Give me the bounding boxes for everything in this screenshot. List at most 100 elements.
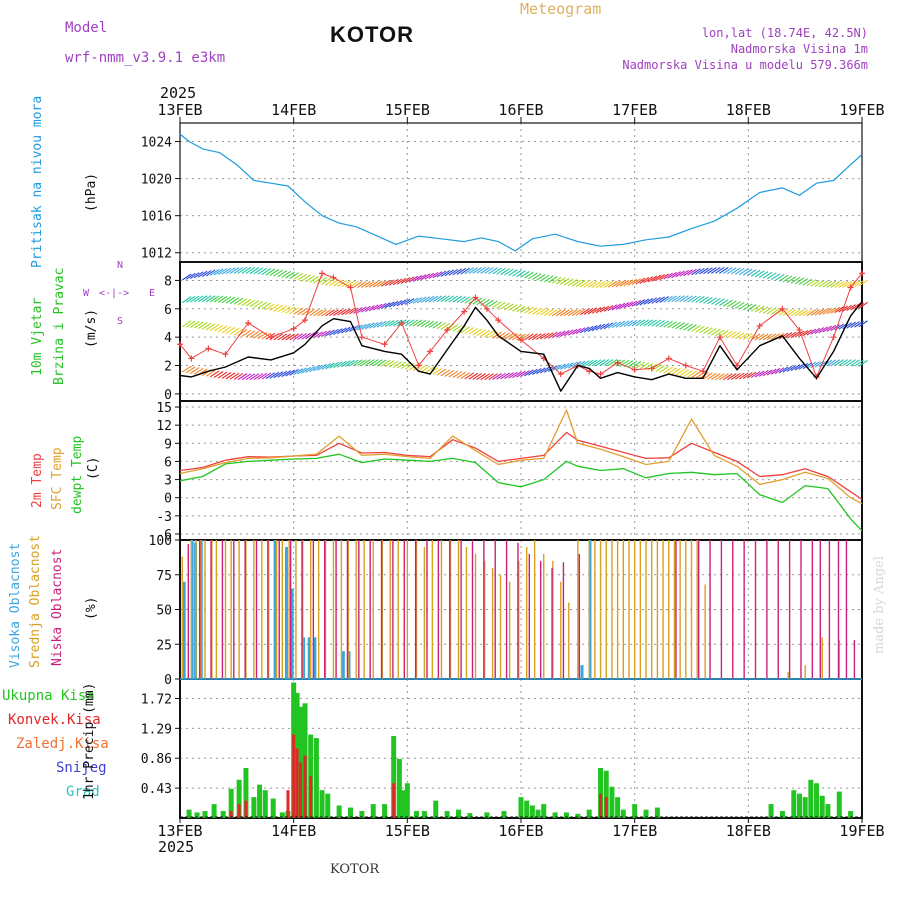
wind-barb xyxy=(599,305,610,313)
wind-barb xyxy=(392,361,403,369)
wind-barb xyxy=(213,295,224,303)
wind-barb xyxy=(273,304,284,312)
wind-barb xyxy=(357,281,367,288)
precip-bar xyxy=(370,804,376,818)
wind-barb xyxy=(380,279,391,287)
precip-bar xyxy=(603,770,609,818)
wind-barb xyxy=(571,279,582,287)
y-tick-label: 1.29 xyxy=(141,722,172,737)
wind-barb xyxy=(687,370,697,378)
wind-barb xyxy=(253,300,264,308)
precip-bar xyxy=(575,813,581,818)
wind-barb xyxy=(468,372,479,380)
wind-barb xyxy=(472,266,482,274)
wind-barb xyxy=(345,359,355,367)
y-tick-label: 9 xyxy=(164,437,172,452)
wind-barb xyxy=(357,323,367,331)
wind-barb xyxy=(273,333,284,341)
wind-barb xyxy=(384,301,395,309)
wind-barb xyxy=(782,275,793,283)
wind-barb xyxy=(551,331,562,339)
wind-barb xyxy=(436,368,447,376)
wind-barb xyxy=(313,331,323,339)
wind-barb xyxy=(679,369,689,377)
wind-barb xyxy=(225,296,236,304)
wind-barb xyxy=(603,304,614,312)
wind-barb xyxy=(388,319,399,327)
wind-barb xyxy=(766,368,777,376)
wind-barb xyxy=(376,320,387,328)
wind-barb xyxy=(249,300,260,308)
wind-barb xyxy=(273,371,284,379)
wind-barb xyxy=(245,299,256,307)
wind-barb xyxy=(671,368,681,375)
wind-barb xyxy=(830,306,841,314)
wind-barb xyxy=(711,266,721,274)
wind-barb xyxy=(555,277,566,285)
wind-barb xyxy=(734,332,745,340)
wind-barb xyxy=(786,309,797,317)
wind-barb xyxy=(579,360,590,368)
wind-barb xyxy=(663,366,673,374)
wind-barb xyxy=(460,267,471,275)
precip-bar xyxy=(796,793,802,818)
wind-barb xyxy=(261,372,272,380)
wind-barb xyxy=(567,309,578,317)
wind-barb xyxy=(607,321,618,329)
station-title: KOTOR xyxy=(330,22,415,47)
gust-marker xyxy=(302,317,309,324)
wind-speed-line xyxy=(179,301,863,392)
precip-bar xyxy=(529,805,535,818)
wind-barb xyxy=(635,277,646,285)
precip-bar xyxy=(848,811,854,818)
y-tick-label: 1.72 xyxy=(141,692,172,707)
wind-barb xyxy=(408,297,419,305)
wind-barb xyxy=(217,267,228,275)
wind-barb xyxy=(205,269,216,277)
wind-barb xyxy=(719,373,729,381)
wind-barb xyxy=(663,320,673,328)
wind-barb xyxy=(281,333,292,341)
wind-barb xyxy=(197,322,208,330)
wind-barb xyxy=(392,278,403,286)
wind-barb xyxy=(388,278,399,286)
wind-barb xyxy=(707,297,717,305)
wind-barb xyxy=(353,359,363,367)
wind-barb xyxy=(484,267,494,274)
y-tick-label: 2 xyxy=(164,360,172,375)
wind-barb xyxy=(846,280,856,288)
wind-barb xyxy=(583,359,594,367)
y-tick-label: 75 xyxy=(156,569,172,584)
wind-barb xyxy=(472,373,482,380)
wind-barb xyxy=(822,280,833,288)
wind-barb xyxy=(750,269,761,277)
wind-barb xyxy=(555,330,566,338)
wind-barb xyxy=(460,296,471,304)
gust-marker xyxy=(756,322,763,329)
wind-barb xyxy=(619,320,630,328)
date-label-top: 14FEB xyxy=(271,101,316,119)
wind-barb xyxy=(448,324,459,332)
wind-barb xyxy=(516,370,526,378)
wind-barb xyxy=(790,364,801,372)
wind-barb xyxy=(679,295,689,303)
wind-barb xyxy=(253,331,264,339)
wind-barb xyxy=(333,361,343,369)
wind-barb xyxy=(543,332,554,340)
wind-barb xyxy=(297,308,307,316)
wind-barb xyxy=(464,327,475,335)
wind-barb xyxy=(504,303,514,311)
wind-barb xyxy=(623,301,634,309)
wind-barb xyxy=(711,373,721,380)
precip-bar xyxy=(814,783,820,818)
panel-frame xyxy=(179,261,863,402)
wind-barb xyxy=(818,308,829,316)
wind-barb xyxy=(488,300,498,308)
wind-barb xyxy=(842,322,852,330)
wind-barb xyxy=(516,270,526,278)
wind-barb xyxy=(333,309,343,316)
wind-barb xyxy=(528,368,538,376)
wind-barb xyxy=(742,372,753,379)
precip-bar xyxy=(802,797,808,818)
gust-marker xyxy=(245,319,252,326)
